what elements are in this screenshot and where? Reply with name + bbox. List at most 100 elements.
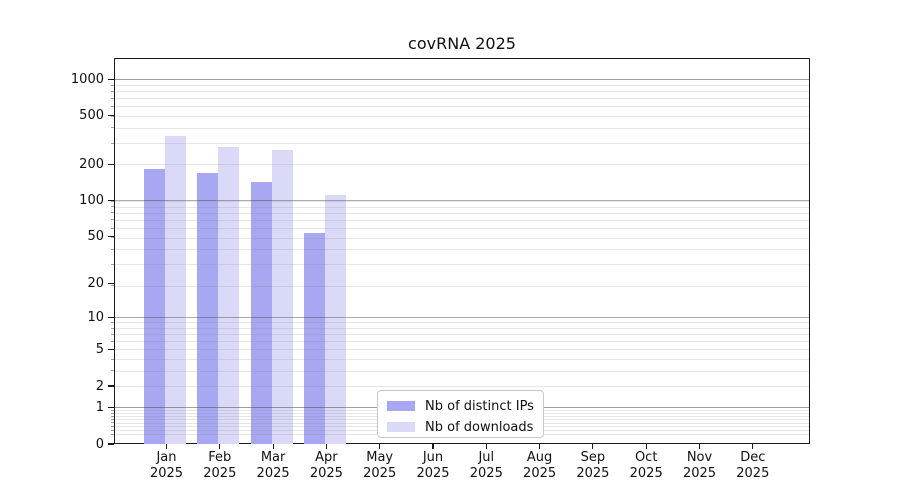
y-tick-label: 1000 [70, 71, 104, 87]
bar-distinct-ips [197, 172, 219, 444]
x-tick-mark [432, 444, 434, 449]
legend-item-distinct-ips: Nb of distinct IPs [387, 397, 534, 415]
y-minor-tick-mark [111, 358, 114, 360]
bar-downloads [165, 136, 186, 444]
y-minor-tick-mark [111, 248, 114, 250]
y-minor-tick-mark [111, 237, 114, 239]
x-tick-label: May 2025 [363, 450, 397, 481]
y-minor-tick-mark [111, 127, 114, 129]
x-tick-label: Jan 2025 [149, 450, 184, 481]
x-tick-mark [539, 444, 541, 449]
x-tick-mark [592, 444, 594, 449]
minor-gridline [115, 98, 809, 100]
y-minor-tick-mark [111, 219, 114, 221]
y-tick-mark [108, 385, 114, 387]
y-minor-tick-mark [111, 327, 114, 329]
y-minor-tick-mark [111, 97, 114, 99]
y-tick-mark [108, 78, 114, 80]
y-minor-tick-mark [111, 212, 114, 214]
x-tick-label: Feb 2025 [203, 450, 237, 481]
y-minor-tick-mark [111, 227, 114, 229]
minor-gridline [115, 341, 809, 343]
x-tick-label: Dec 2025 [736, 450, 770, 481]
y-minor-tick-mark [111, 415, 114, 417]
plot-frame [114, 58, 810, 444]
y-tick-label: 5 [95, 341, 104, 357]
y-tick-label: 20 [87, 275, 104, 291]
major-gridline [115, 317, 809, 319]
minor-gridline [115, 212, 809, 214]
y-tick-mark [108, 406, 114, 408]
minor-gridline [115, 142, 809, 144]
y-minor-tick-mark [111, 285, 114, 287]
minor-gridline [115, 249, 809, 251]
legend-label-downloads: Nb of downloads [425, 419, 534, 435]
minor-gridline [115, 334, 809, 336]
minor-gridline [115, 264, 809, 266]
bar-distinct-ips [303, 233, 325, 444]
minor-gridline [115, 200, 809, 202]
y-minor-tick-mark [111, 429, 114, 431]
x-tick-mark [325, 444, 327, 449]
minor-gridline [115, 127, 809, 129]
minor-gridline [115, 84, 809, 86]
x-tick-label: Aug 2025 [523, 450, 557, 481]
y-tick-mark [108, 115, 114, 117]
x-tick-label: Sep 2025 [576, 450, 610, 481]
y-minor-tick-mark [111, 340, 114, 342]
x-tick-label: Jul 2025 [469, 450, 503, 481]
y-minor-tick-mark [111, 333, 114, 335]
y-minor-tick-mark [111, 105, 114, 107]
bar-distinct-ips [250, 182, 272, 444]
y-tick-mark [108, 443, 114, 445]
x-tick-mark [219, 444, 221, 449]
bar-downloads [218, 146, 240, 444]
y-tick-label: 500 [79, 108, 104, 124]
y-minor-tick-mark [111, 409, 114, 411]
minor-gridline [115, 359, 809, 361]
bar-distinct-ips [144, 169, 165, 444]
x-tick-mark [485, 444, 487, 449]
y-tick-label: 1 [95, 399, 104, 415]
y-tick-label: 100 [79, 192, 104, 208]
minor-gridline [115, 285, 809, 287]
minor-gridline [115, 349, 809, 351]
minor-gridline [115, 206, 809, 208]
y-tick-label: 2 [95, 378, 104, 394]
y-minor-tick-mark [111, 264, 114, 265]
minor-gridline [115, 91, 809, 93]
bar-downloads [271, 149, 293, 444]
legend-label-distinct-ips: Nb of distinct IPs [425, 398, 534, 414]
x-tick-mark [379, 444, 381, 449]
minor-gridline [115, 116, 809, 118]
y-minor-tick-mark [111, 90, 114, 92]
x-tick-mark [752, 444, 754, 449]
y-minor-tick-mark [111, 322, 114, 323]
x-tick-label: Apr 2025 [309, 450, 343, 481]
chart-title: covRNA 2025 [408, 34, 516, 53]
y-tick-mark [108, 348, 114, 351]
minor-gridline [115, 322, 809, 324]
x-tick-label: Nov 2025 [682, 450, 717, 481]
y-minor-tick-mark [111, 84, 114, 86]
y-minor-tick-mark [111, 142, 114, 144]
minor-gridline [115, 79, 809, 81]
minor-gridline [115, 106, 809, 108]
x-tick-mark [165, 444, 168, 449]
y-minor-tick-mark [111, 206, 114, 207]
y-tick-label: 200 [79, 156, 104, 172]
y-minor-tick-mark [111, 422, 114, 424]
x-tick-mark [272, 444, 274, 449]
minor-gridline [115, 386, 809, 388]
minor-gridline [115, 227, 809, 229]
y-minor-tick-mark [111, 370, 114, 372]
minor-gridline [115, 328, 809, 330]
minor-gridline [115, 237, 809, 239]
legend-item-downloads: Nb of downloads [387, 418, 534, 436]
x-tick-mark [698, 444, 701, 449]
y-tick-mark [108, 235, 114, 238]
y-tick-label: 10 [87, 309, 104, 325]
major-gridline [115, 200, 809, 202]
legend-swatch-downloads [387, 422, 415, 432]
